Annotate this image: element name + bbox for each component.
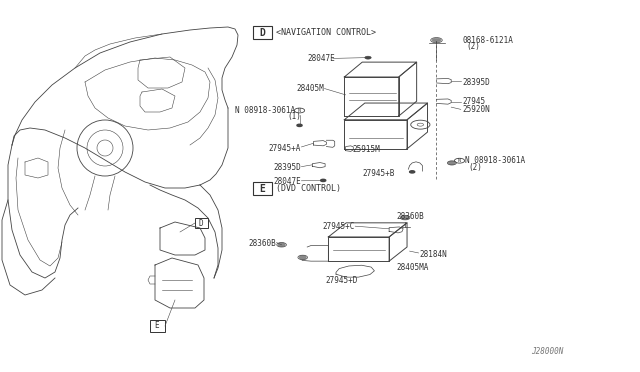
Text: 28184N: 28184N	[420, 250, 447, 259]
Text: 08168-6121A: 08168-6121A	[462, 36, 513, 45]
Ellipse shape	[365, 56, 371, 59]
Text: 25915M: 25915M	[353, 145, 380, 154]
Text: D: D	[259, 28, 266, 38]
Text: 27945: 27945	[463, 97, 486, 106]
Text: D: D	[198, 218, 204, 228]
Text: 28395D: 28395D	[463, 78, 490, 87]
Ellipse shape	[278, 243, 285, 246]
Text: 25920N: 25920N	[463, 105, 490, 114]
Text: 28405M: 28405M	[296, 84, 324, 93]
Ellipse shape	[297, 124, 302, 126]
Ellipse shape	[449, 161, 455, 164]
Ellipse shape	[402, 216, 408, 219]
Ellipse shape	[432, 38, 441, 42]
Text: (2): (2)	[468, 163, 483, 171]
Text: (1): (1)	[287, 112, 301, 121]
Text: 28395D: 28395D	[273, 163, 301, 172]
Text: E: E	[259, 184, 266, 194]
Text: <NAVIGATION CONTROL>: <NAVIGATION CONTROL>	[276, 28, 376, 37]
Text: 28405MA: 28405MA	[396, 263, 429, 272]
Text: E: E	[155, 321, 159, 330]
Text: (DVD CONTROL): (DVD CONTROL)	[276, 185, 342, 193]
Ellipse shape	[300, 256, 306, 259]
Text: 28047E: 28047E	[308, 54, 335, 63]
Text: 27945+D: 27945+D	[325, 276, 358, 285]
Text: J28000N: J28000N	[531, 347, 564, 356]
Text: 28360B: 28360B	[249, 239, 276, 248]
Text: N 08918-3061A: N 08918-3061A	[465, 156, 525, 165]
Text: N: N	[458, 158, 461, 163]
Text: 28047E: 28047E	[273, 177, 301, 186]
Text: 27945+C: 27945+C	[323, 222, 355, 231]
Text: (2): (2)	[466, 42, 480, 51]
Text: N: N	[298, 108, 301, 113]
Ellipse shape	[321, 179, 326, 182]
Text: 27945+B: 27945+B	[362, 169, 395, 178]
Ellipse shape	[410, 171, 415, 173]
Text: 28360B: 28360B	[396, 212, 424, 221]
Text: N 08918-3061A: N 08918-3061A	[235, 106, 295, 115]
Text: 27945+A: 27945+A	[268, 144, 301, 153]
